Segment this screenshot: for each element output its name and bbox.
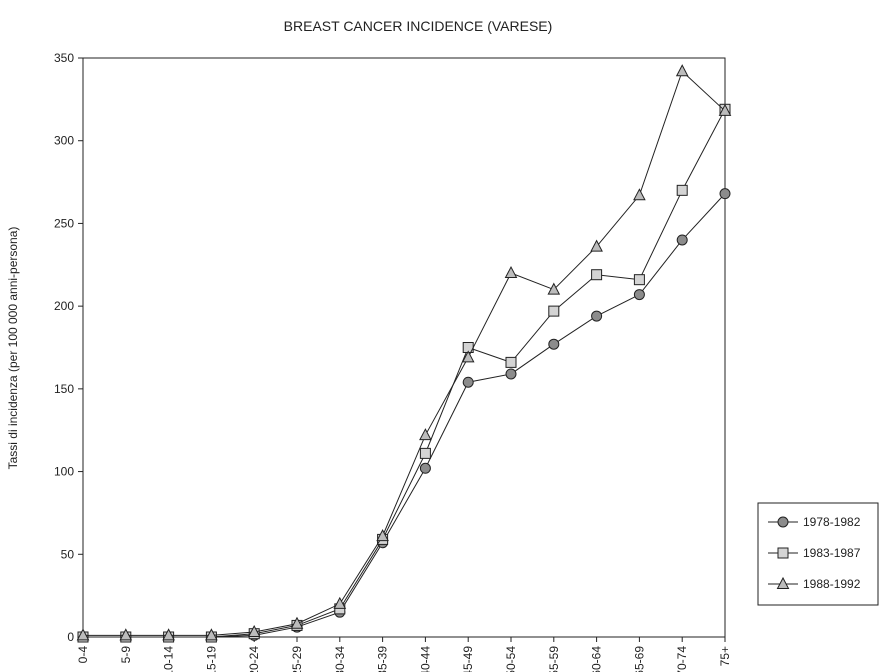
data-point (675, 64, 689, 77)
data-point (505, 356, 517, 368)
data-point (162, 628, 175, 641)
data-point (419, 428, 432, 441)
y-axis-ticks: 0 50 100 150 200 250 300 350 (54, 51, 83, 644)
x-tick-label: 35-39 (376, 646, 390, 672)
data-point (590, 239, 603, 252)
data-point (290, 616, 304, 629)
data-point (505, 368, 517, 380)
x-tick-label: 60-64 (590, 646, 604, 672)
data-point (548, 305, 560, 317)
x-axis-ticks: 0-4 5-9 10-14 15-19 20-24 25-29 30-34 35-39 40-4… (76, 637, 732, 672)
legend-marker (777, 547, 789, 559)
data-point (548, 338, 560, 350)
legend-marker (776, 576, 790, 589)
data-point (633, 289, 645, 301)
x-tick-label: 15-19 (204, 646, 218, 672)
y-tick-label: 0 (67, 630, 74, 644)
data-point (591, 310, 603, 322)
data-point (718, 103, 732, 116)
x-tick-label: 20-24 (247, 646, 261, 672)
data-point (462, 376, 474, 388)
legend-label: 1988-1992 (803, 577, 861, 591)
x-tick-label: 50-54 (504, 646, 518, 672)
x-tick-label: 25-29 (290, 646, 304, 672)
legend: 1978-1982 1983-1987 1988-1992 (757, 502, 879, 606)
x-tick-label: 0-4 (76, 646, 90, 664)
series-1978-1982 (77, 188, 731, 643)
x-tick-label: 75+ (718, 646, 732, 666)
y-tick-label: 50 (61, 547, 75, 561)
y-tick-label: 250 (54, 216, 74, 230)
x-tick-label: 70-74 (675, 646, 689, 672)
x-tick-label: 10-14 (162, 646, 176, 672)
y-tick-label: 200 (54, 299, 74, 313)
plot-frame (82, 57, 726, 638)
data-point (504, 265, 518, 279)
axes (82, 57, 726, 638)
data-point (547, 282, 561, 295)
legend-marker (777, 516, 789, 528)
data-point (461, 350, 475, 363)
data-point (419, 447, 431, 459)
y-tick-label: 100 (54, 465, 74, 479)
series-1988-1992 (76, 64, 732, 641)
y-tick-label: 300 (54, 134, 74, 148)
y-tick-label: 150 (54, 382, 74, 396)
series-line (83, 109, 726, 638)
series-group (76, 64, 732, 643)
data-point (591, 269, 603, 281)
data-point (333, 596, 347, 609)
data-point (247, 624, 261, 638)
y-tick-label: 350 (54, 51, 74, 65)
data-point (676, 234, 688, 246)
series-line (83, 193, 726, 638)
data-point (719, 188, 731, 200)
series-1983-1987 (77, 103, 731, 643)
legend-item: 1978-1982 (768, 515, 861, 529)
data-point (119, 628, 133, 641)
data-point (633, 274, 645, 286)
legend-label: 1978-1982 (803, 515, 861, 529)
series-line (83, 70, 726, 636)
x-tick-label: 55-59 (547, 646, 561, 672)
data-point (376, 529, 389, 542)
data-point (676, 184, 688, 196)
data-point (419, 462, 431, 474)
x-tick-label: 30-34 (333, 646, 347, 672)
legend-item: 1983-1987 (768, 546, 861, 560)
x-tick-label: 5-9 (119, 646, 133, 664)
data-point (633, 188, 646, 201)
x-tick-label: 40-44 (418, 646, 432, 672)
y-axis-label: Tassi di incidenza (per 100 000 anni-per… (6, 227, 20, 470)
x-tick-label: 65-69 (632, 646, 646, 672)
legend-item: 1988-1992 (768, 576, 861, 591)
x-tick-label: 45-49 (461, 646, 475, 672)
data-point (76, 628, 90, 641)
legend-label: 1983-1987 (803, 546, 861, 560)
chart-title: BREAST CANCER INCIDENCE (VARESE) (284, 18, 553, 34)
data-point (205, 628, 218, 641)
